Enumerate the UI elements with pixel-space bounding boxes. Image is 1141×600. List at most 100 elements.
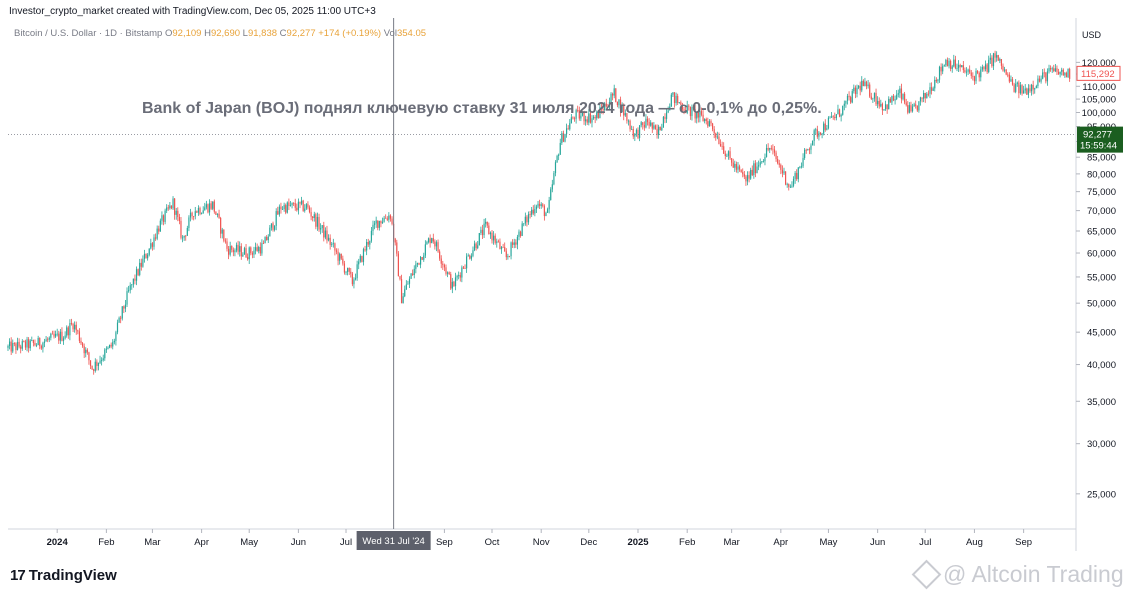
candle-body [791,185,793,187]
candle-body [196,211,198,213]
currency-label[interactable]: USD [1082,30,1102,40]
candle-body [670,94,672,107]
candle-body [383,217,385,222]
candle-body [718,136,720,145]
candle-body [331,243,333,245]
candle-body [110,344,112,347]
price-axis[interactable]: 25,000 30,000 35,000 40,000 45,000 50,000 55,0… [1076,58,1116,500]
candle-body [861,80,863,91]
candle-body [832,116,834,118]
candle-body [527,214,530,223]
candle-body [1046,71,1049,82]
candle-body [296,207,298,211]
candle-body [242,254,244,257]
candle-body [910,105,912,112]
price-chart[interactable]: 25,000 30,000 35,000 40,000 45,000 50,000 55,0… [0,0,1141,560]
price-tick-label: 75,000 [1087,187,1116,198]
candle-body [488,225,490,235]
price-tick-label: 100,000 [1082,108,1116,119]
candle-body [899,88,901,94]
candle-body [794,172,796,179]
candle-body [1061,69,1063,72]
candle-body [245,248,247,258]
candle-body [377,220,379,228]
candle-body [385,217,387,219]
candle-body [1034,88,1036,90]
candle-body [397,253,399,277]
candle-body [973,76,976,82]
candle-body [464,268,466,269]
time-tick-label: Sep [1015,537,1032,548]
candle-body [688,105,690,107]
candle-body [886,104,888,110]
candle-body [1000,59,1003,66]
candle-body [659,126,661,131]
candle-body [364,249,366,251]
candle-body [585,119,587,122]
candle-body [240,246,242,257]
candle-body [223,229,225,241]
candle-body [624,113,626,116]
candle-body [108,344,111,348]
diamond-icon [911,559,942,590]
candle-body [1029,88,1031,92]
candle-body [588,113,590,123]
candle-body [134,278,136,281]
candle-body [426,242,428,245]
candle-body [889,98,891,103]
candle-body [213,201,215,212]
candle-body [929,87,931,94]
candle-body [921,97,923,99]
candle-body [304,208,306,211]
symbol-label[interactable]: Bitcoin / U.S. Dollar · 1D · Bitstamp [14,28,163,39]
candle-body [274,225,276,230]
candle-body [135,269,138,281]
candle-body [797,167,799,180]
candle-body [877,100,879,105]
candle-body [654,125,657,129]
candle-body [35,345,38,346]
candle-body [911,106,914,112]
candle-body [1015,83,1017,92]
candle-body [854,87,857,94]
change-value: +174 (+0.19%) [318,28,382,39]
candle-body [713,129,715,134]
price-tick-label: 80,000 [1087,169,1116,180]
candle-body [193,216,195,217]
time-axis[interactable]: 2024 Feb Mar Apr May Jun Jul Sep Oct Nov Dec 2025 Fe… [47,529,1032,548]
candle-body [481,229,484,236]
candle-body [504,247,506,252]
candle-body [407,283,409,285]
candle-body [721,146,723,147]
candle-body [819,132,822,135]
candle-body [297,201,300,211]
candle-body [53,333,55,337]
candle-body [126,291,128,305]
candle-body [172,198,174,209]
candle-body [275,211,277,226]
candle-body [429,238,431,244]
candle-body [927,93,930,95]
candle-body [318,217,320,230]
candle-body [734,163,736,168]
publisher-header: Investor_crypto_market created with Trad… [9,6,376,17]
candle-body [697,112,699,118]
candle-body [597,112,599,118]
candle-body [923,92,925,99]
price-tick-label: 55,000 [1087,272,1116,283]
candle-body [421,257,423,260]
candle-body [323,225,325,238]
time-tick-label: 2024 [47,537,69,548]
candle-body [694,109,696,119]
candle-body [478,233,480,246]
candle-body [420,257,422,265]
candle-body [750,169,752,179]
candle-body [26,339,28,348]
candle-body [583,112,585,122]
candle-body [354,278,357,280]
candle-body [851,91,853,103]
candle-body [316,217,319,227]
candle-body [775,152,777,160]
candle-body [883,109,885,111]
candle-body [638,125,641,138]
